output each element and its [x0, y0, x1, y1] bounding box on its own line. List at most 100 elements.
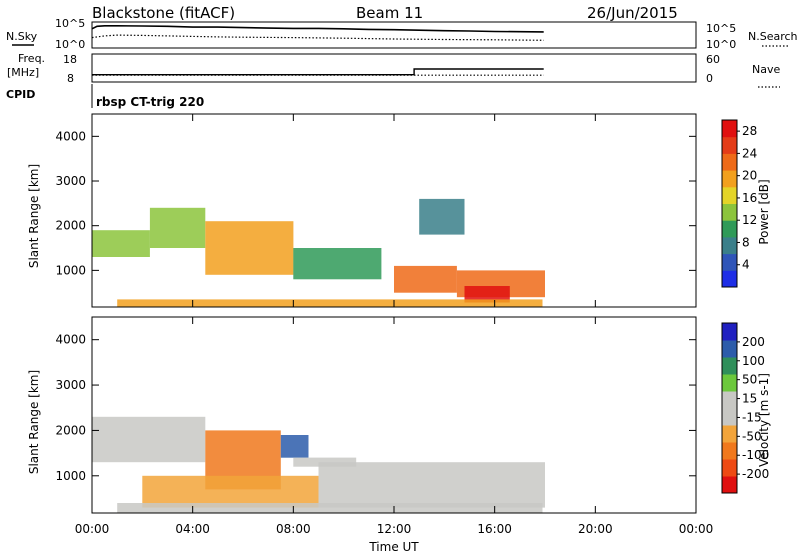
date-label: 26/Jun/2015 [587, 4, 678, 22]
frequency-panel-frame [91, 53, 697, 83]
colorbar-swatch-0 [722, 270, 737, 288]
x-tick-label-4: 16:00 [477, 522, 512, 536]
nave-tick-high: 60 [706, 53, 720, 66]
radar-title: Blackstone (fitACF) [92, 4, 235, 22]
power-y-axis: 1000 2000 3000 4000 [55, 129, 696, 277]
noise-tick-high-left: 10^5 [55, 17, 85, 30]
colorbar-tick-label-2: -50 [742, 429, 762, 443]
colorbar-tick-label-6: 28 [742, 124, 757, 138]
colorbar-swatch-4 [722, 203, 737, 221]
y-tick-label-2000: 2000 [55, 219, 86, 233]
y-tick-label-4000: 4000 [55, 129, 86, 143]
colorbar-tick-label-5: 50 [742, 373, 757, 387]
data-region-0 [92, 416, 206, 463]
y-tick-label-4000: 4000 [55, 333, 86, 347]
colorbar-swatch-2 [722, 442, 737, 460]
noise-tick-low-right: 10^0 [706, 38, 736, 51]
colorbar-tick-label-6: 100 [742, 354, 765, 368]
colorbar-swatch-4 [722, 408, 737, 426]
colorbar-frame [721, 119, 738, 288]
colorbar-tick-label-0: 4 [742, 258, 750, 272]
x-tick-label-2: 08:00 [276, 522, 311, 536]
y-tick-label-1000: 1000 [55, 469, 86, 483]
velocity-colorbar: -200 -100 -50 -15 15 50 100 200 [721, 322, 769, 494]
power-colorbar-label: Power [dB] [757, 179, 771, 244]
x-tick-label-5: 20:00 [578, 522, 613, 536]
colorbar-swatch-2 [722, 236, 737, 255]
y-tick-label-1000: 1000 [55, 263, 86, 277]
cpid-label: CPID [6, 88, 35, 101]
freq-label: Freq. [18, 52, 45, 65]
colorbar-swatch-1 [722, 459, 737, 477]
colorbar-swatch-6 [722, 170, 737, 188]
colorbar-tick-label-4: 15 [742, 392, 757, 406]
freq-unit-label: [MHz] [7, 66, 39, 79]
data-region-3 [293, 248, 382, 280]
colorbar-tick-label-5: 24 [742, 146, 757, 160]
data-region-2 [280, 435, 309, 458]
colorbar-swatch-8 [722, 136, 737, 154]
data-region-2 [205, 221, 294, 275]
velocity-heatmap [92, 416, 545, 513]
colorbar-swatch-5 [722, 391, 737, 409]
velocity-y-axis-label: Slant Range [km] [27, 370, 41, 474]
colorbar-swatch-8 [722, 340, 737, 358]
freq-tick-low: 8 [67, 72, 74, 85]
nave-tick-low: 0 [706, 72, 713, 85]
freq-tick-high: 18 [63, 53, 77, 66]
y-tick-label-3000: 3000 [55, 174, 86, 188]
colorbar-swatch-3 [722, 220, 737, 238]
x-tick-label-0: 00:00 [75, 522, 110, 536]
y-tick-label-3000: 3000 [55, 378, 86, 392]
colorbar-tick-label-1: -100 [742, 448, 769, 462]
colorbar-swatch-7 [722, 357, 737, 375]
colorbar-swatch-0 [722, 476, 737, 494]
power-y-axis-label: Slant Range [km] [27, 164, 41, 268]
colorbar-tick-label-7: 200 [742, 335, 765, 349]
colorbar-swatch-6 [722, 374, 737, 392]
nave-label: Nave [752, 63, 780, 76]
data-region-3 [293, 457, 357, 467]
colorbar-tick-label-1: 8 [742, 235, 750, 249]
data-region-7 [117, 299, 543, 307]
colorbar-swatch-9 [722, 323, 737, 341]
nsearch-label: N.Search [748, 30, 798, 43]
power-heatmap [92, 198, 545, 307]
data-region-8 [419, 198, 465, 235]
x-tick-label-1: 04:00 [175, 522, 210, 536]
data-region-4 [394, 265, 457, 293]
frequency-series [92, 68, 544, 76]
y-tick-label-2000: 2000 [55, 423, 86, 437]
colorbar-tick-label-2: 12 [742, 213, 757, 227]
velocity-y-axis: 1000 2000 3000 4000 [55, 333, 696, 483]
colorbar-swatch-3 [722, 425, 737, 443]
noise-tick-high-right: 10^5 [706, 22, 736, 35]
power-colorbar: 4 8 12 16 20 24 28 [721, 119, 757, 288]
noise-panel-frame [91, 21, 697, 49]
colorbar-frame [721, 322, 738, 494]
colorbar-tick-label-0: -200 [742, 467, 769, 481]
colorbar-tick-label-4: 20 [742, 169, 757, 183]
x-tick-label-6: 00:00 [679, 522, 714, 536]
noise-panel: N.Sky 10^5 10^0 10^5 10^0 N.Search [6, 17, 798, 51]
noise-series-0 [91, 24, 544, 33]
data-region-1 [149, 207, 206, 248]
velocity-x-axis: 00:00 04:00 08:00 12:00 16:00 20:00 00:00 [75, 317, 714, 536]
colorbar-swatch-7 [722, 153, 737, 171]
velocity-panel: 1000 2000 3000 4000 00:00 04:00 08:00 12:00 16:… [27, 316, 771, 554]
colorbar-swatch-1 [722, 253, 737, 271]
colorbar-swatch-9 [722, 120, 737, 138]
frequency-lines [92, 68, 544, 76]
data-region-0 [92, 230, 150, 257]
velocity-colorbar-label: Velocity [m s-1] [757, 373, 771, 467]
x-tick-label-3: 12:00 [377, 522, 412, 536]
data-region-6 [117, 503, 543, 513]
colorbar-tick-label-3: 16 [742, 191, 757, 205]
x-axis-label: Time UT [368, 540, 419, 554]
noise-tick-low-left: 10^0 [55, 38, 85, 51]
data-region-4 [142, 475, 319, 508]
data-region-5 [318, 462, 545, 508]
nsky-label: N.Sky [6, 30, 38, 43]
cpid-value: rbsp CT-trig 220 [96, 95, 204, 109]
